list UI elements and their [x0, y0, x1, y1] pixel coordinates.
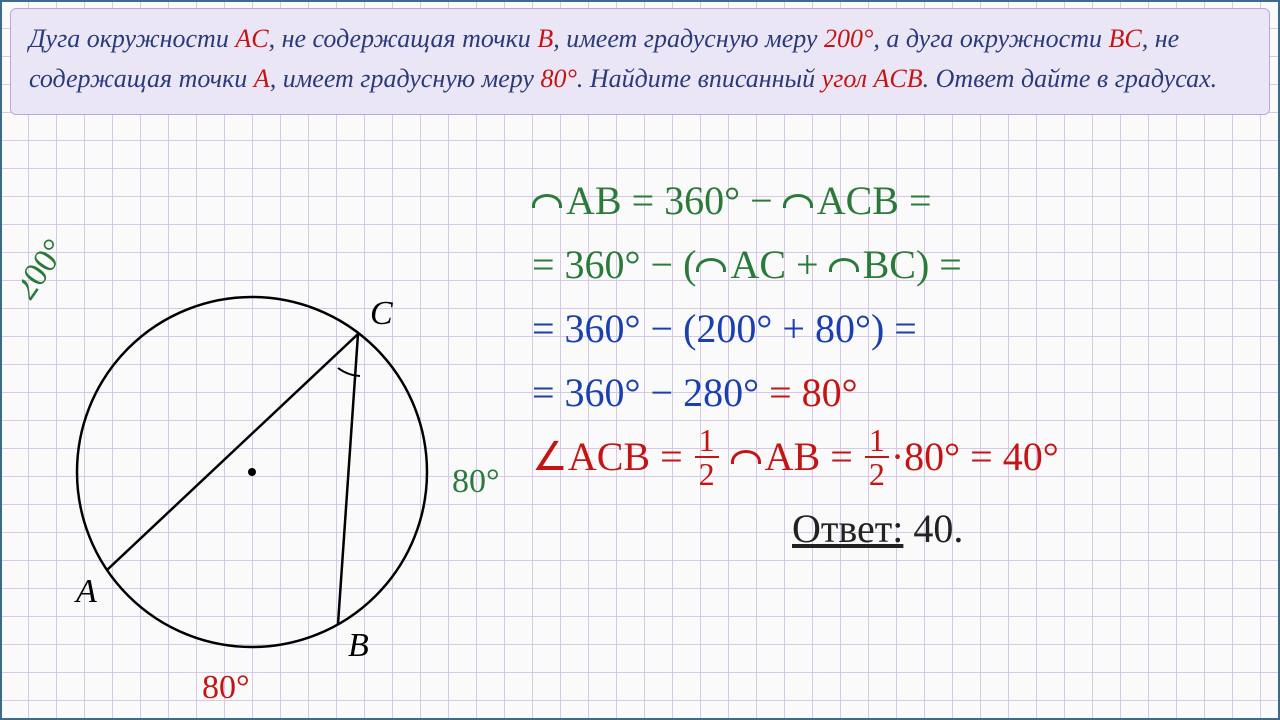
text: = — [820, 434, 863, 479]
text: = 360° − 280° — [532, 370, 759, 415]
text: . Найдите вписанный — [577, 64, 822, 93]
hl-200: 200° — [824, 24, 873, 53]
text: ·80° = 40° — [891, 434, 1059, 479]
arc-icon — [783, 194, 813, 208]
text: = 360° − ( — [532, 242, 696, 287]
text: = 80° — [759, 370, 858, 415]
geometry-diagram: A B C 200° 80° 80° — [22, 162, 502, 702]
text: Дуга окружности — [29, 24, 235, 53]
problem-statement: Дуга окружности AC, не содержащая точки … — [10, 8, 1270, 115]
answer-label: Ответ: — [792, 506, 903, 551]
arc-icon — [532, 194, 562, 208]
svg-text:80°: 80° — [452, 463, 500, 500]
text: AC — [730, 242, 786, 287]
fraction-half: 12 — [695, 424, 719, 490]
text: ACB — [817, 178, 899, 223]
arc-icon — [696, 258, 726, 272]
hl-acb: угол ACB — [822, 64, 923, 93]
text: , а дуга окружности — [873, 24, 1108, 53]
solution-work: AB = 360° − ACB = = 360° − ( AC + BC) = =… — [532, 172, 1252, 564]
fraction-half: 12 — [865, 424, 889, 490]
text: AB — [566, 178, 622, 223]
hl-80: 80° — [540, 64, 576, 93]
hl-b: B — [537, 24, 553, 53]
svg-text:200°: 200° — [22, 232, 74, 306]
numerator: 1 — [695, 424, 719, 458]
text: ∠ACB = — [532, 434, 693, 479]
solution-line-1: AB = 360° − ACB = — [532, 172, 1252, 230]
text: , имеет градусную меру — [270, 64, 541, 93]
svg-text:A: A — [74, 573, 97, 610]
solution-line-2: = 360° − ( AC + BC) = — [532, 236, 1252, 294]
text: . Ответ дайте в градусах. — [923, 64, 1217, 93]
text: = — [899, 178, 932, 223]
text: BC — [863, 242, 916, 287]
solution-line-3: = 360° − (200° + 80°) = — [532, 300, 1252, 358]
denominator: 2 — [865, 458, 889, 490]
text: + — [786, 242, 829, 287]
hl-bc: BC — [1108, 24, 1141, 53]
denominator: 2 — [695, 458, 719, 490]
text: ) = — [916, 242, 962, 287]
arc-icon — [731, 450, 761, 464]
svg-text:C: C — [370, 295, 393, 332]
text: , не содержащая точки — [269, 24, 538, 53]
svg-text:B: B — [348, 627, 369, 664]
hl-ac: AC — [235, 24, 268, 53]
solution-line-4: = 360° − 280° = 80° — [532, 364, 1252, 422]
solution-line-5: ∠ACB = 12 AB = 12·80° = 40° — [532, 428, 1252, 494]
text: , имеет градусную меру — [553, 24, 824, 53]
answer-value: 40. — [903, 506, 963, 551]
text: = 360° − — [622, 178, 783, 223]
svg-text:80°: 80° — [202, 669, 250, 702]
arc-icon — [829, 258, 859, 272]
hl-a: A — [254, 64, 270, 93]
text: AB — [765, 434, 821, 479]
numerator: 1 — [865, 424, 889, 458]
answer-line: Ответ: 40. — [532, 500, 1252, 558]
